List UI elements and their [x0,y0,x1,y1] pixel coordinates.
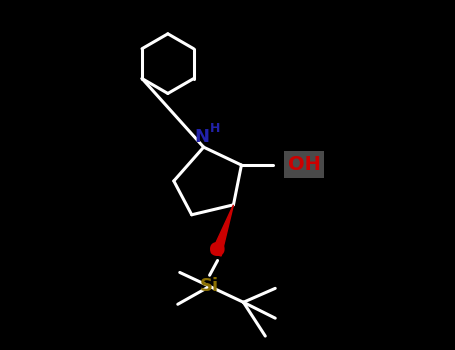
Text: OH: OH [288,155,321,174]
Polygon shape [212,205,233,256]
Text: N: N [194,128,209,146]
FancyBboxPatch shape [284,151,324,178]
Text: Si: Si [200,277,219,295]
Text: H: H [210,121,220,134]
Text: O: O [209,241,226,260]
